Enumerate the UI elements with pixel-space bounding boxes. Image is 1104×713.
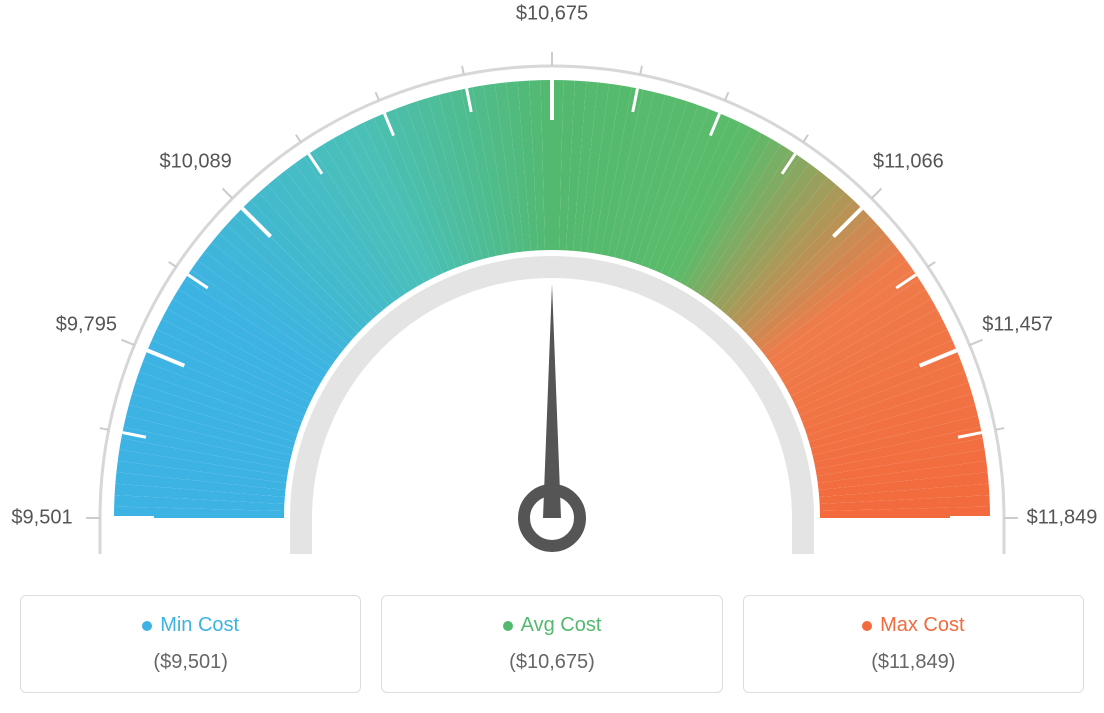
legend-title-max: Max Cost [754,614,1073,637]
dot-icon [142,621,152,631]
dot-icon [503,621,513,631]
gauge-chart: $9,501$9,795$10,089$10,675$11,066$11,457… [20,20,1084,575]
legend-card-avg: Avg Cost ($10,675) [381,595,722,693]
legend-title-text: Max Cost [880,614,964,637]
legend-title-min: Min Cost [31,614,350,637]
gauge-tick-label: $10,089 [159,150,231,173]
legend-row: Min Cost ($9,501) Avg Cost ($10,675) Max… [20,595,1084,693]
legend-card-max: Max Cost ($11,849) [743,595,1084,693]
gauge-tick-label: $10,675 [516,3,588,26]
legend-title-avg: Avg Cost [392,614,711,637]
legend-title-text: Avg Cost [521,614,602,637]
legend-card-min: Min Cost ($9,501) [20,595,361,693]
legend-value-min: ($9,501) [31,651,350,674]
legend-value-avg: ($10,675) [392,651,711,674]
gauge-tick-label: $11,849 [1027,507,1098,530]
legend-title-text: Min Cost [160,614,239,637]
gauge-tick-label: $11,066 [873,150,944,173]
gauge-svg [20,20,1084,570]
gauge-tick-label: $9,795 [56,314,117,337]
gauge-tick-label: $11,457 [982,314,1053,337]
legend-value-max: ($11,849) [754,651,1073,674]
gauge-tick-label: $9,501 [11,507,72,530]
dot-icon [862,621,872,631]
